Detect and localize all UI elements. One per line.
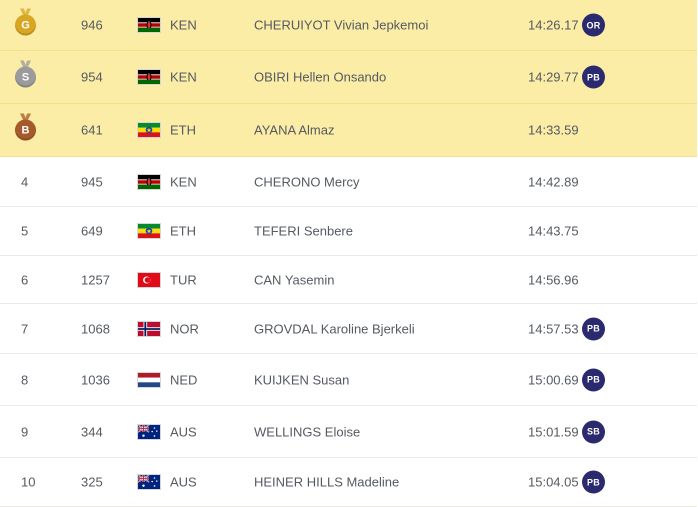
norway-flag-icon	[137, 320, 161, 337]
table-row: 8 1036 NED KUIJKEN Susan 15:00.69 PB	[0, 354, 697, 406]
medal-icon: S	[15, 66, 36, 88]
country-code: TUR	[170, 272, 197, 287]
athlete-name[interactable]: AYANA Almaz	[254, 122, 335, 138]
athlete-name[interactable]: CHERONO Mercy	[254, 174, 360, 189]
athlete-name[interactable]: GROVDAL Karoline Bjerkeli	[254, 321, 415, 336]
rank: 10	[21, 474, 36, 490]
australia-flag-icon	[137, 423, 161, 440]
australia-flag-icon	[137, 474, 161, 490]
kenya-flag-icon	[137, 17, 161, 33]
result-mark: 14:43.75	[528, 223, 579, 239]
bib-number: 1257	[81, 272, 110, 287]
record-badge: SB	[582, 420, 605, 443]
bib-number: 325	[81, 474, 103, 490]
medal-icon: B	[15, 119, 36, 141]
bib-number: 946	[81, 17, 103, 33]
result-mark: 15:00.69	[528, 372, 579, 387]
athlete-name[interactable]: CHERUIYOT Vivian Jepkemoi	[254, 17, 429, 33]
result-mark: 14:29.77	[528, 69, 579, 85]
country-code: AUS	[170, 424, 197, 439]
bib-number: 1036	[81, 372, 110, 387]
bib-number: 344	[81, 424, 103, 439]
athlete-name[interactable]: HEINER HILLS Madeline	[254, 474, 400, 490]
table-row: 7 1068 NOR GROVDAL Karoline Bjerkeli 14:57.5…	[0, 304, 697, 354]
rank: 8	[21, 372, 29, 387]
record-badge: PB	[582, 470, 605, 494]
result-mark: 14:57.53	[528, 321, 579, 336]
athlete-name[interactable]: OBIRI Hellen Onsando	[254, 69, 387, 85]
table-row: 6 1257 TUR CAN Yasemin 14:56.96	[0, 256, 697, 304]
country-code: ETH	[170, 122, 196, 138]
table-row: 4 945 KEN CHERONO Mercy 14:42.89	[0, 157, 697, 207]
table-row: B 641 ETH AYANA Almaz 14:33.59	[0, 104, 697, 157]
country-code: NED	[170, 372, 198, 387]
result-mark: 15:04.05	[528, 474, 579, 490]
bib-number: 1068	[81, 321, 110, 336]
turkey-flag-icon	[137, 271, 161, 288]
bib-number: 945	[81, 174, 103, 189]
table-row: G 946 KEN CHERUIYOT Vivian Jepkemoi 14:26.17…	[0, 0, 697, 51]
record-badge: PB	[582, 368, 605, 391]
netherlands-flag-icon	[137, 371, 161, 388]
country-code: KEN	[170, 17, 197, 33]
result-mark: 14:33.59	[528, 122, 579, 138]
bib-number: 954	[81, 69, 103, 85]
result-mark: 14:56.96	[528, 272, 579, 287]
rank: 5	[21, 223, 29, 239]
rank: 4	[21, 174, 29, 189]
record-badge: OR	[582, 13, 605, 37]
country-code: AUS	[170, 474, 197, 490]
rank: 6	[21, 272, 29, 287]
athlete-name[interactable]: CAN Yasemin	[254, 272, 335, 287]
table-row: 10 325 AUS HEINER HILLS Madeline 15:04.05 PB	[0, 458, 697, 507]
country-code: KEN	[170, 174, 197, 189]
record-badge: PB	[582, 317, 605, 340]
rank: 9	[21, 424, 29, 439]
ethiopia-flag-icon	[137, 122, 161, 138]
record-badge: PB	[582, 65, 605, 89]
bib-number: 641	[81, 122, 103, 138]
kenya-flag-icon	[137, 69, 161, 85]
rank: 7	[21, 321, 29, 336]
athlete-name[interactable]: KUIJKEN Susan	[254, 372, 350, 387]
athlete-name[interactable]: WELLINGS Eloise	[254, 424, 361, 439]
country-code: ETH	[170, 223, 196, 239]
ethiopia-flag-icon	[137, 223, 161, 239]
result-mark: 14:26.17	[528, 17, 579, 33]
athlete-name[interactable]: TEFERI Senbere	[254, 223, 353, 239]
country-code: NOR	[170, 321, 199, 336]
kenya-flag-icon	[137, 173, 161, 190]
result-mark: 14:42.89	[528, 174, 579, 189]
bib-number: 649	[81, 223, 103, 239]
result-mark: 15:01.59	[528, 424, 579, 439]
country-code: KEN	[170, 69, 197, 85]
table-row: 5 649 ETH TEFERI Senbere 14:43.75	[0, 207, 697, 256]
table-row: 9 344 AUS WELLINGS Eloise 15:01.59 SB	[0, 406, 697, 458]
table-row: S 954 KEN OBIRI Hellen Onsando 14:29.77 PB	[0, 51, 697, 104]
medal-icon: G	[15, 14, 36, 36]
